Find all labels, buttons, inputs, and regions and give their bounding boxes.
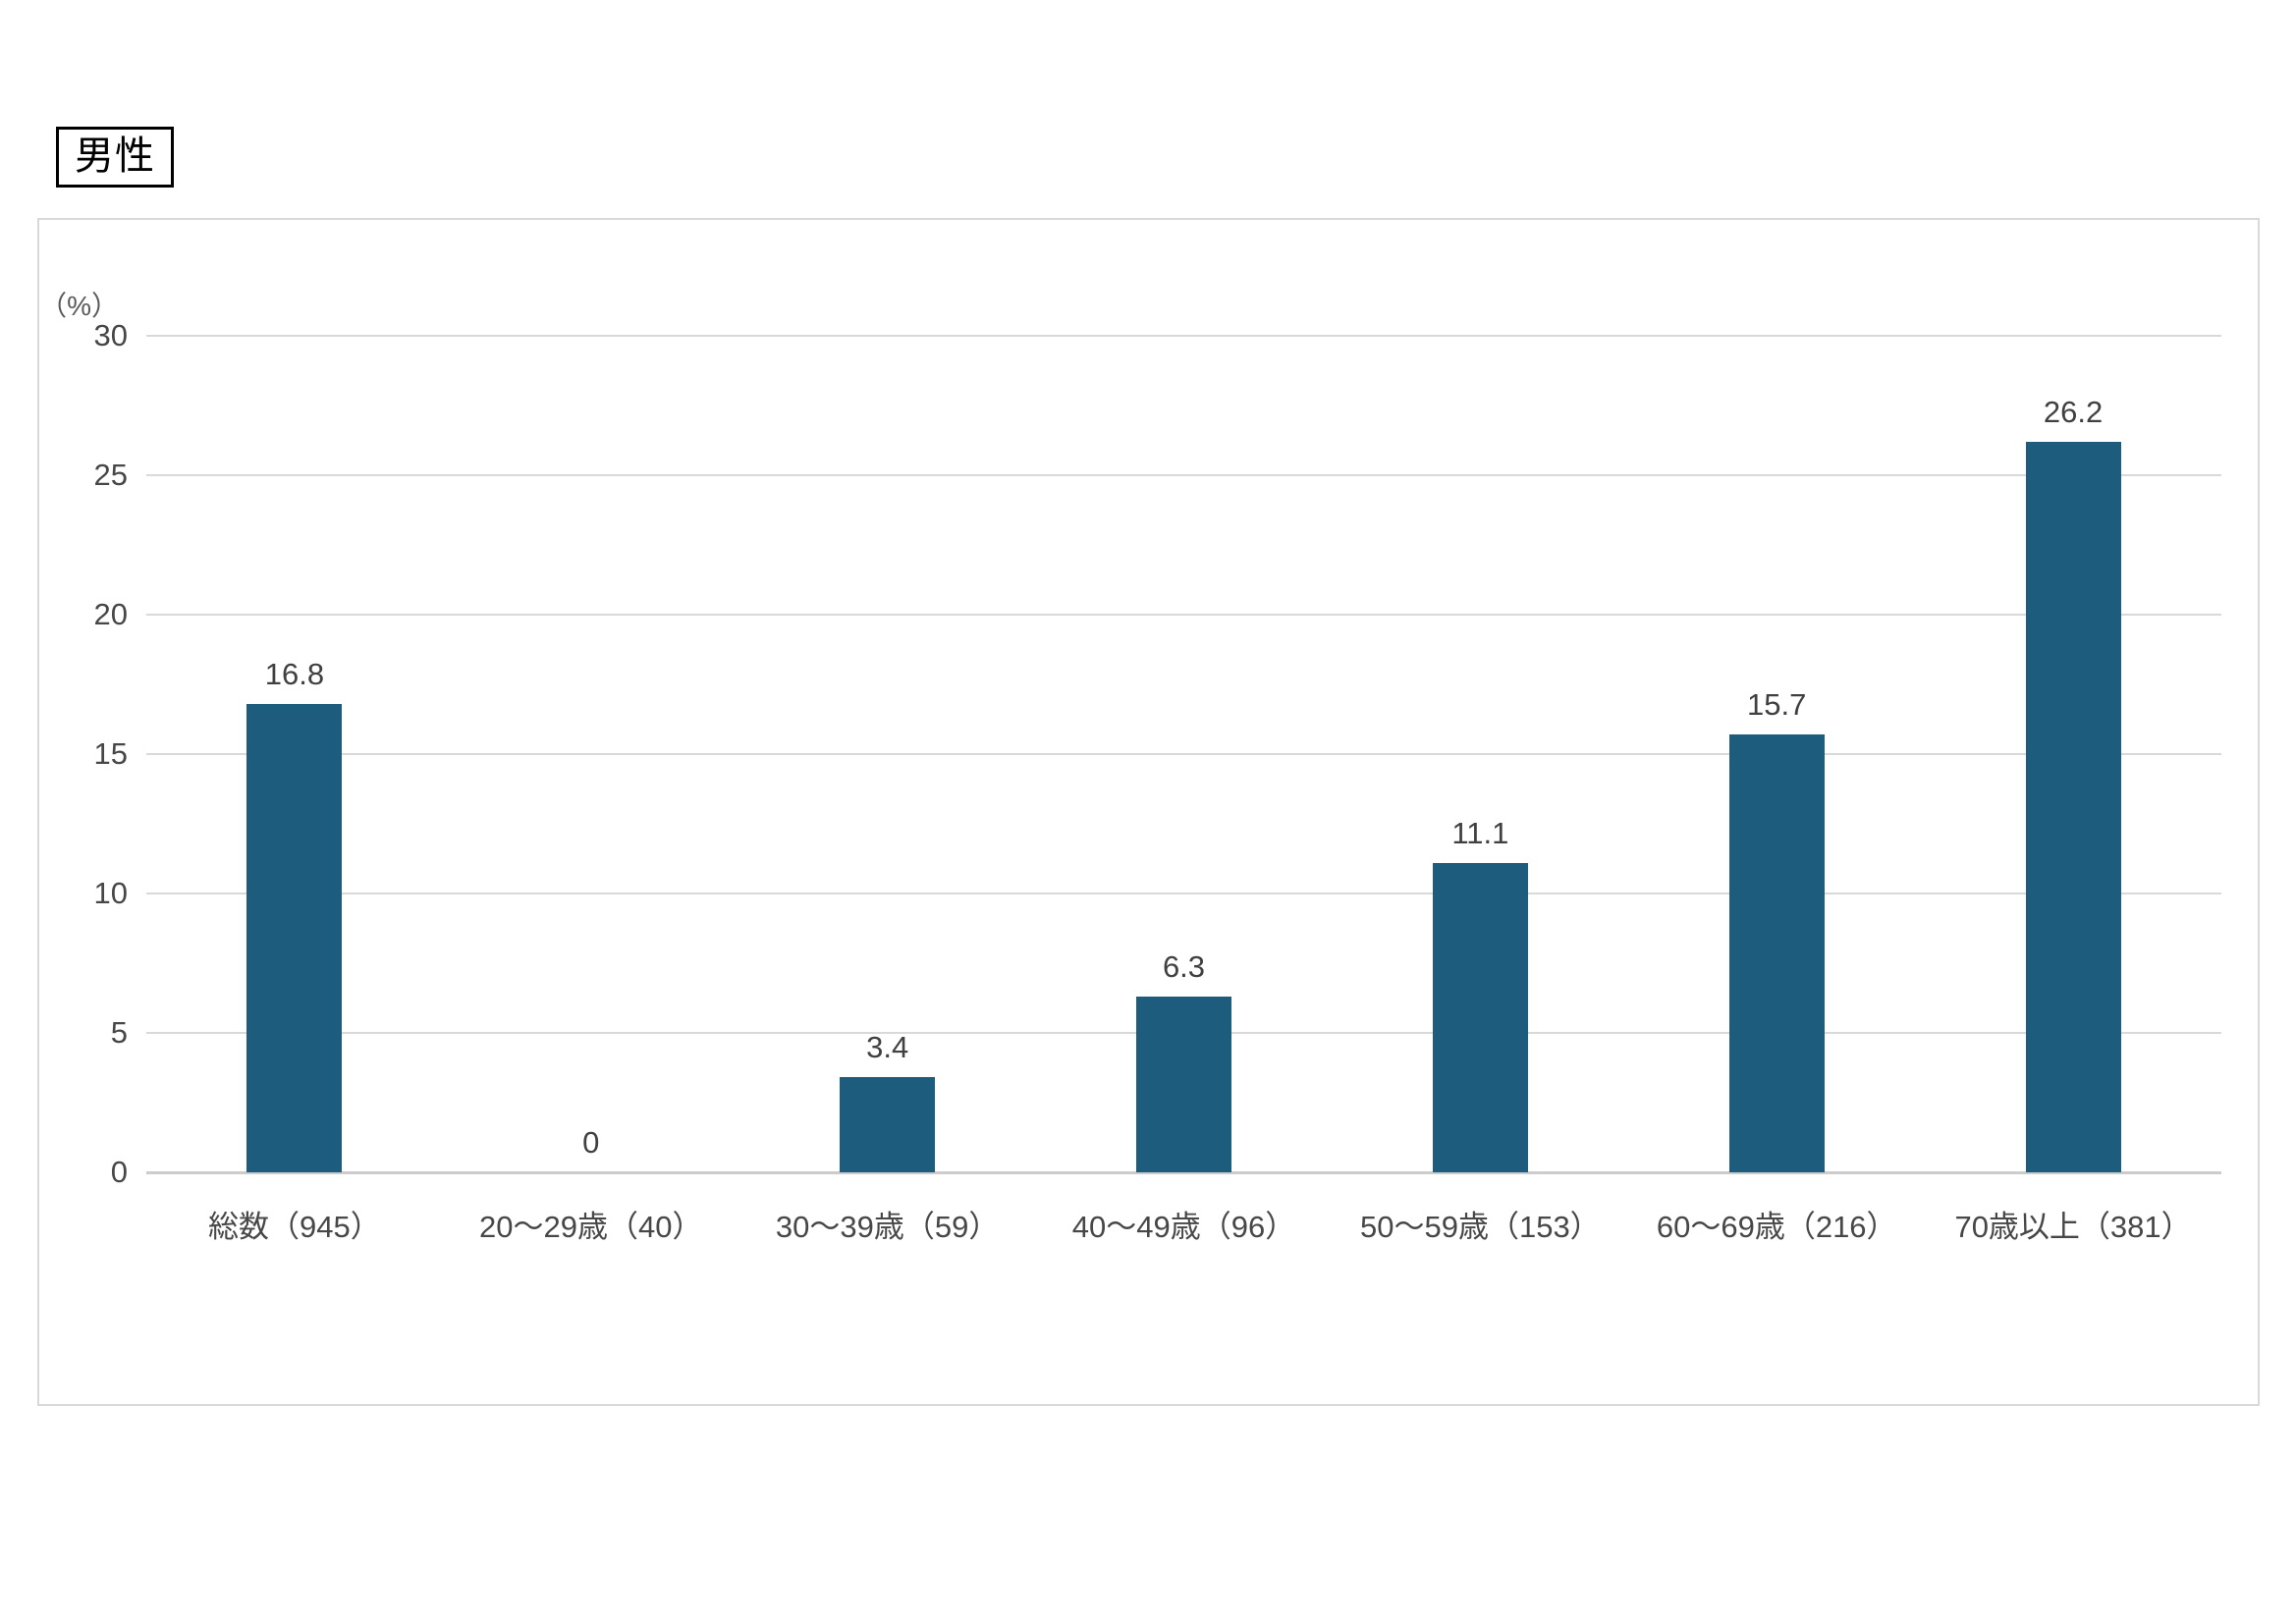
bar-value-label: 26.2 (2043, 394, 2104, 429)
y-tick-label: 0 (110, 1155, 128, 1189)
gridline (146, 892, 2221, 894)
plot-area: 16.8 0 3.4 6.3 11.1 15.7 26.2 (146, 335, 2221, 1174)
chart-frame: （%） 0 5 10 15 20 25 30 16.8 0 3.4 6.3 11.1 15.7 26.2… (37, 218, 2260, 1406)
bar-value-label: 3.4 (866, 1030, 909, 1065)
bar-value-label: 15.7 (1747, 687, 1807, 723)
y-tick-label: 5 (110, 1015, 128, 1050)
y-tick-label: 20 (93, 596, 128, 631)
chart-title: 男性 (75, 135, 155, 178)
bar-2 (840, 1077, 936, 1172)
bar-0 (246, 703, 343, 1172)
x-tick-label: 30～39歳（59） (775, 1210, 1000, 1244)
y-tick-label: 15 (93, 736, 128, 771)
x-tick-label: 40～49歳（96） (1071, 1210, 1296, 1244)
x-tick-label: 60～69歳（216） (1656, 1210, 1897, 1244)
bar-value-label: 6.3 (1162, 949, 1206, 985)
gridline (146, 753, 2221, 755)
bar-3 (1136, 997, 1231, 1172)
y-tick-label: 30 (93, 318, 128, 352)
bar-4 (1432, 862, 1528, 1172)
bar-5 (1728, 734, 1825, 1172)
x-tick-label: 70歳以上（381） (1954, 1210, 2192, 1244)
bar-6 (2025, 441, 2121, 1172)
chart-title-box: 男性 (56, 127, 174, 188)
gridline (146, 473, 2221, 476)
x-axis: 総数（945） 20～29歳（40） 30～39歳（59） 40～49歳（96） 50～… (146, 1202, 2221, 1245)
y-tick-label: 25 (93, 457, 128, 492)
x-tick-label: 総数（945） (208, 1210, 381, 1244)
bar-value-label: 16.8 (264, 656, 325, 691)
x-tick-label: 50～59歳（153） (1360, 1210, 1601, 1244)
gridline (146, 335, 2221, 337)
x-axis-baseline (146, 1171, 2221, 1174)
y-axis-unit-label: （%） (39, 291, 119, 321)
x-tick-label: 20～29歳（40） (479, 1210, 703, 1244)
bar-value-label: 11.1 (1451, 815, 1509, 850)
gridline (146, 613, 2221, 616)
bar-value-label: 0 (582, 1125, 600, 1160)
y-axis: （%） 0 5 10 15 20 25 30 (39, 291, 146, 1189)
y-tick-label: 10 (93, 875, 128, 910)
